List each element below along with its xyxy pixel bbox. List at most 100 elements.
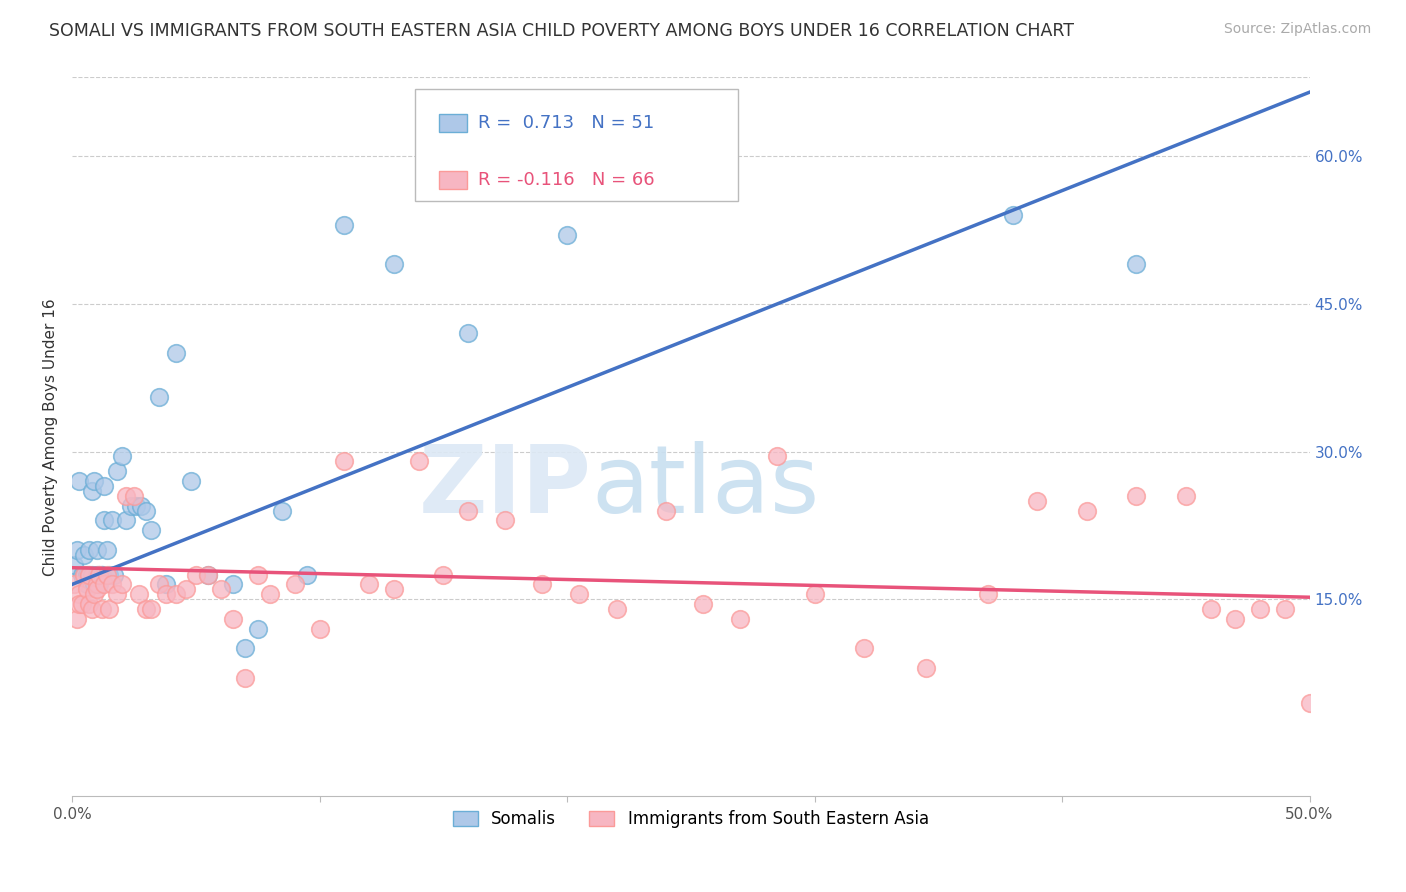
Point [692, 597, 714, 611]
Text: R = -0.116   N = 66: R = -0.116 N = 66 [478, 171, 655, 189]
Point [128, 587, 150, 601]
Point [494, 513, 516, 527]
Point [165, 587, 187, 601]
Point [73, 567, 96, 582]
Point [90, 567, 112, 582]
Point [86, 577, 108, 591]
Point [83, 587, 105, 601]
Point [100, 577, 122, 591]
Point [568, 587, 591, 601]
Point [333, 454, 356, 468]
Point [135, 503, 157, 517]
Point [357, 577, 380, 591]
Point [79, 567, 101, 582]
Point [184, 567, 207, 582]
Point [96, 543, 118, 558]
Point [98, 602, 121, 616]
Point [197, 567, 219, 582]
Point [209, 582, 232, 597]
Point [79, 543, 101, 558]
Point [86, 567, 108, 582]
Point [115, 513, 138, 527]
Point [766, 450, 789, 464]
Point [76, 582, 98, 597]
Point [284, 577, 307, 591]
Point [80, 567, 103, 582]
Point [1076, 503, 1098, 517]
Point [148, 577, 170, 591]
Text: R =  0.713   N = 51: R = 0.713 N = 51 [478, 114, 654, 132]
Point [555, 227, 578, 242]
Point [704, 139, 727, 153]
Point [233, 641, 256, 656]
Point [115, 489, 138, 503]
Point [382, 258, 405, 272]
Point [66, 612, 89, 626]
Text: Source: ZipAtlas.com: Source: ZipAtlas.com [1223, 22, 1371, 37]
Point [1225, 612, 1247, 626]
Point [89, 567, 111, 582]
Point [98, 567, 121, 582]
Point [141, 523, 163, 537]
Point [80, 602, 103, 616]
Point [125, 499, 148, 513]
Point [89, 577, 111, 591]
Point [67, 587, 90, 601]
Point [90, 602, 112, 616]
Point [93, 513, 115, 527]
Point [1001, 208, 1024, 222]
Point [1026, 493, 1049, 508]
Text: SOMALI VS IMMIGRANTS FROM SOUTH EASTERN ASIA CHILD POVERTY AMONG BOYS UNDER 16 C: SOMALI VS IMMIGRANTS FROM SOUTH EASTERN … [49, 22, 1074, 40]
Point [271, 503, 294, 517]
Point [86, 543, 108, 558]
Point [1174, 489, 1197, 503]
Point [148, 391, 170, 405]
Point [180, 474, 202, 488]
Point [1199, 602, 1222, 616]
Point [803, 587, 825, 601]
Point [67, 474, 90, 488]
Point [222, 577, 245, 591]
Point [1125, 489, 1147, 503]
Point [408, 454, 430, 468]
Point [89, 567, 111, 582]
Point [73, 548, 96, 562]
Point [70, 567, 93, 582]
Point [122, 489, 145, 503]
Text: atlas: atlas [592, 441, 820, 533]
Point [110, 450, 132, 464]
Point [86, 582, 108, 597]
Point [155, 577, 177, 591]
Point [105, 587, 128, 601]
Point [63, 558, 86, 572]
Point [197, 567, 219, 582]
Point [333, 218, 356, 232]
Point [141, 602, 163, 616]
Point [105, 464, 128, 478]
Point [233, 671, 256, 685]
Point [853, 641, 876, 656]
Point [246, 567, 269, 582]
Point [457, 326, 479, 341]
Point [96, 567, 118, 582]
Point [79, 597, 101, 611]
Point [83, 577, 105, 591]
Point [70, 597, 93, 611]
Point [246, 622, 269, 636]
Point [308, 622, 330, 636]
Point [605, 602, 627, 616]
Point [131, 499, 153, 513]
Point [110, 577, 132, 591]
Point [93, 577, 115, 591]
Point [1274, 602, 1296, 616]
Point [655, 503, 678, 517]
Point [63, 577, 86, 591]
Point [155, 587, 177, 601]
Point [90, 567, 112, 582]
Point [165, 346, 187, 360]
Point [135, 602, 157, 616]
Point [1298, 696, 1320, 710]
Point [259, 587, 281, 601]
Point [100, 513, 122, 527]
Point [80, 483, 103, 498]
